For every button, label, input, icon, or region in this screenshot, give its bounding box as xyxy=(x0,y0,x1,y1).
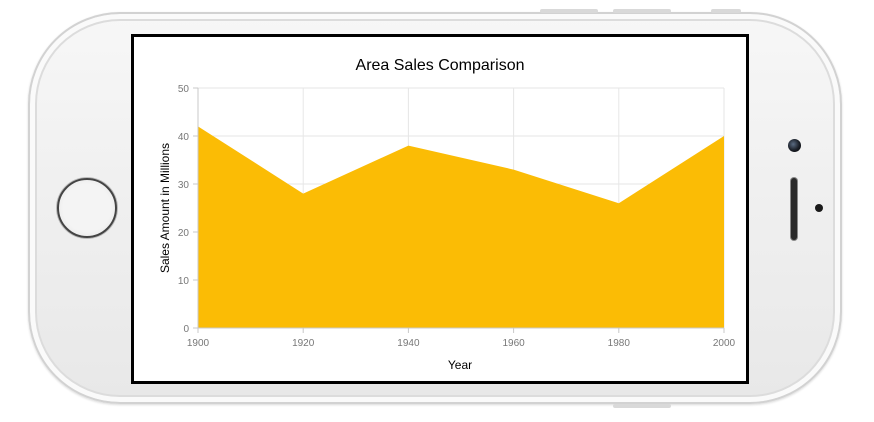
y-tick-label: 10 xyxy=(178,276,190,287)
x-tick-label: 1900 xyxy=(187,338,210,349)
y-axis-label: Sales Amount in Millions xyxy=(158,143,172,273)
x-axis-ticks: 1900 1920 1940 1960 1980 2000 xyxy=(187,328,736,349)
y-tick-label: 0 xyxy=(183,324,189,335)
y-tick-label: 50 xyxy=(178,84,190,95)
volume-down-button xyxy=(613,9,671,13)
speaker-icon xyxy=(791,178,797,240)
y-tick-label: 30 xyxy=(178,180,190,191)
device-screen: 0 10 20 30 40 50 1900 1920 1940 1960 1980 2000 Are… xyxy=(131,34,749,384)
x-tick-label: 1920 xyxy=(292,338,315,349)
x-tick-label: 1940 xyxy=(397,338,420,349)
x-axis-label: Year xyxy=(448,358,472,372)
mute-switch xyxy=(711,9,741,13)
power-button xyxy=(613,404,671,408)
chart-axes xyxy=(197,88,724,329)
home-button[interactable] xyxy=(57,178,117,238)
volume-up-button xyxy=(540,9,598,13)
y-tick-label: 20 xyxy=(178,228,190,239)
area-chart: 0 10 20 30 40 50 1900 1920 1940 1960 1980 2000 Are… xyxy=(158,57,736,372)
x-tick-label: 1960 xyxy=(502,338,525,349)
x-tick-label: 1980 xyxy=(608,338,631,349)
chart-title: Area Sales Comparison xyxy=(356,57,525,74)
y-tick-label: 40 xyxy=(178,132,190,143)
sensor-icon xyxy=(815,204,823,212)
x-tick-label: 2000 xyxy=(713,338,736,349)
y-axis-ticks: 0 10 20 30 40 50 xyxy=(178,84,198,335)
series-area xyxy=(198,126,724,329)
camera-icon xyxy=(788,139,801,152)
